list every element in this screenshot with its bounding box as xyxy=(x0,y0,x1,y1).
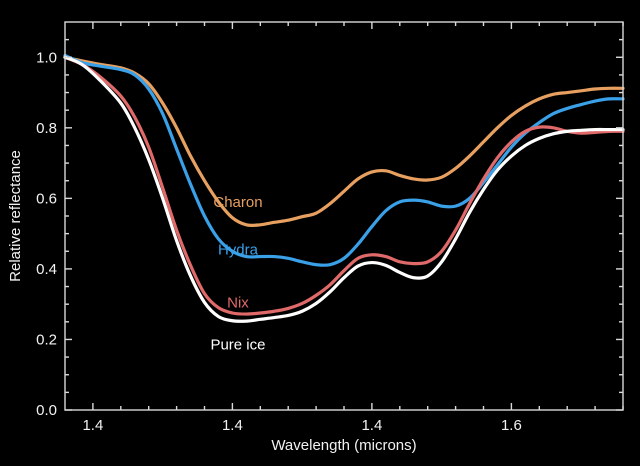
x-tick-label: 1.4 xyxy=(361,417,382,434)
series-label-nix: Nix xyxy=(227,294,249,311)
series-label-pure-ice: Pure ice xyxy=(210,337,265,354)
series-curves xyxy=(63,53,625,323)
y-tick-label: 0.6 xyxy=(36,190,57,207)
y-tick-label: 0.8 xyxy=(36,120,57,137)
y-tick-label: 0.4 xyxy=(36,261,57,278)
series-line-nix xyxy=(63,55,625,316)
series-line-pure-ice xyxy=(63,55,625,323)
x-tick-label: 1.4 xyxy=(222,417,243,434)
y-axis-title: Relative reflectance xyxy=(7,150,24,282)
axis-ticks xyxy=(65,22,624,411)
series-label-charon: Charon xyxy=(213,194,262,211)
y-tick-label: 1.0 xyxy=(36,49,57,66)
axis-tick-labels: 0.0 0.2 0.4 0.6 0.8 1.0 1.4 1.4 1.4 1.6 xyxy=(36,49,522,434)
series-labels: Charon Hydra Nix Pure ice xyxy=(210,194,265,354)
x-axis-title: Wavelength (microns) xyxy=(271,437,416,454)
y-tick-label: 0.0 xyxy=(36,402,57,419)
x-tick-label: 1.4 xyxy=(82,417,103,434)
series-line-charon xyxy=(63,55,625,228)
series-label-hydra: Hydra xyxy=(218,242,259,259)
x-tick-label: 1.6 xyxy=(501,417,522,434)
y-tick-label: 0.2 xyxy=(36,331,57,348)
